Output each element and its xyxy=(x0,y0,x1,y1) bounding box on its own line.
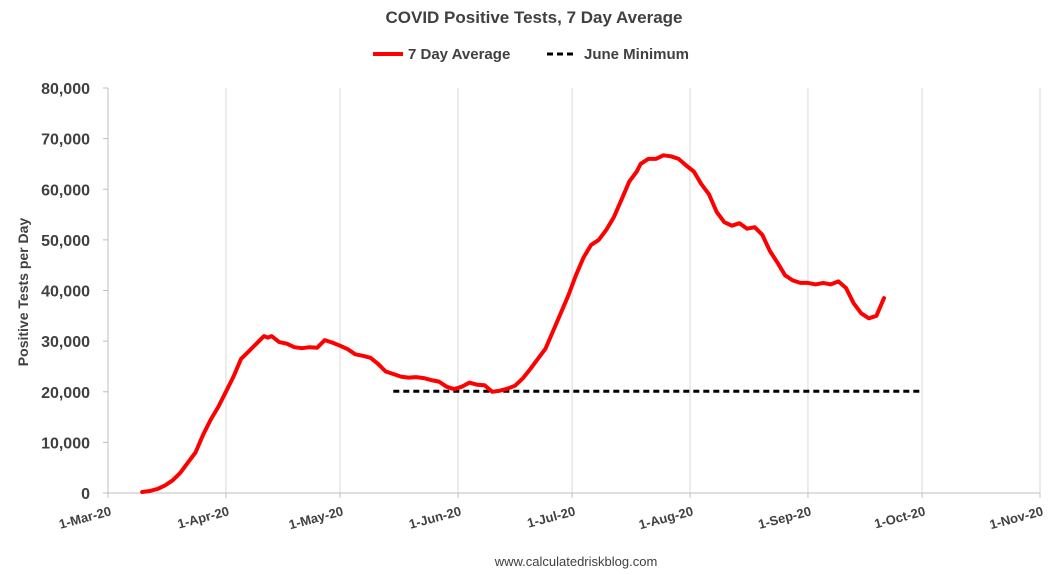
source-credit: www.calculatedriskblog.com xyxy=(494,554,658,569)
y-tick-label: 80,000 xyxy=(41,81,90,98)
x-tick-label: 1-Apr-20 xyxy=(176,503,231,531)
series-line-7-day-average xyxy=(140,153,886,494)
x-tick-label: 1-Mar-20 xyxy=(57,503,113,531)
y-tick-label: 70,000 xyxy=(41,132,90,149)
y-tick-label: 20,000 xyxy=(41,385,90,402)
legend: 7 Day Average June Minimum xyxy=(373,46,689,63)
y-axis-label: Positive Tests per Day xyxy=(15,218,31,367)
legend-label-june-minimum: June Minimum xyxy=(584,46,689,63)
y-tick-label: 50,000 xyxy=(41,233,90,250)
chart-title: COVID Positive Tests, 7 Day Average xyxy=(386,8,683,27)
x-tick-label: 1-Jul-20 xyxy=(526,503,577,530)
x-tick-labels: 1-Mar-20 1-Apr-20 1-May-20 1-Jun-20 1-Jul-20… xyxy=(57,503,1045,532)
y-tick-label: 10,000 xyxy=(41,435,90,452)
y-tick-label: 30,000 xyxy=(41,334,90,351)
y-tick-label: 40,000 xyxy=(41,284,90,301)
x-tick-label: 1-Aug-20 xyxy=(637,503,695,532)
gridlines xyxy=(225,88,1041,493)
x-tick-label: 1-Oct-20 xyxy=(873,503,927,531)
axes xyxy=(103,87,1041,498)
y-tick-labels: 0 10,000 20,000 30,000 40,000 50,000 60,000 70,… xyxy=(41,81,90,503)
x-tick-label: 1-Sep-20 xyxy=(756,503,812,532)
series-lines xyxy=(140,153,923,494)
x-tick-label: 1-Nov-20 xyxy=(988,503,1045,532)
legend-label-7-day-average: 7 Day Average xyxy=(408,46,510,63)
x-tick-label: 1-May-20 xyxy=(287,503,345,532)
x-tick-label: 1-Jun-20 xyxy=(407,503,463,531)
y-tick-label: 0 xyxy=(81,486,90,503)
y-tick-label: 60,000 xyxy=(41,182,90,199)
